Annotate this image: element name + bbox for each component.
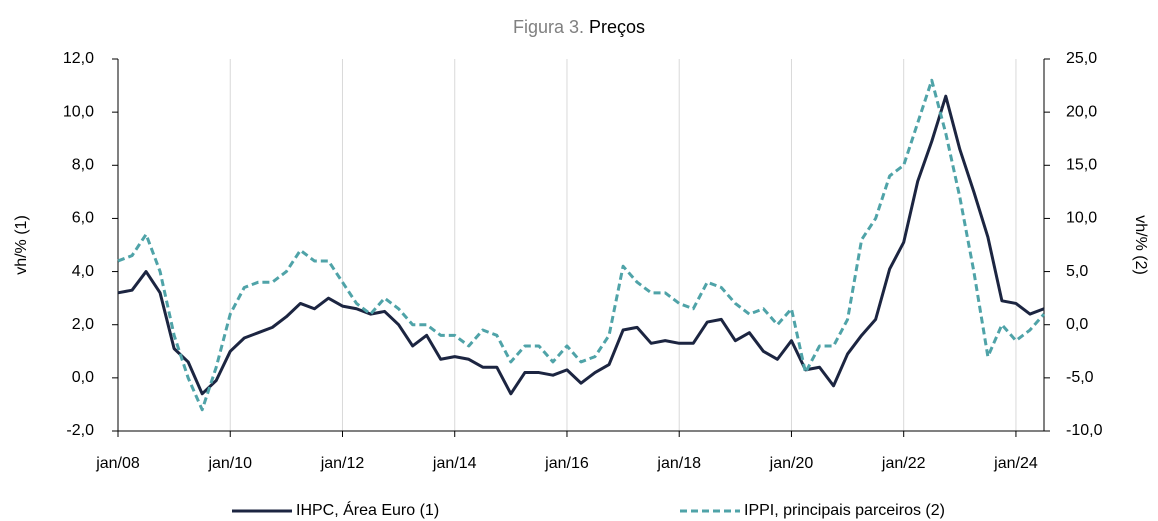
series-line (117, 94, 1045, 396)
legend-label: IPPI, principais parceiros (2) (744, 502, 945, 519)
chart-title-group: Figura 3. Preços (513, 17, 645, 37)
y2-tick-label: -10,0 (1066, 422, 1103, 439)
figure-label: Figura 3. (513, 17, 584, 37)
x-tick-label: jan/18 (656, 455, 701, 472)
x-tick-label: jan/14 (432, 455, 477, 472)
y2-tick-label: 0,0 (1066, 316, 1088, 333)
x-tick-label: jan/22 (881, 455, 926, 472)
legend-label: IHPC, Área Euro (1) (296, 500, 439, 519)
y-tick-label: -2,0 (66, 422, 94, 439)
y2-tick-label: -5,0 (1066, 369, 1094, 386)
y-tick-label: 8,0 (72, 157, 94, 174)
y-tick-label: 12,0 (63, 50, 94, 67)
y2-axis-label: vh/% (2) (1132, 215, 1149, 275)
x-tick-label: jan/08 (95, 455, 140, 472)
y-tick-label: 4,0 (72, 263, 94, 280)
x-tick-label: jan/12 (320, 455, 365, 472)
chart-title: Preços (589, 17, 645, 37)
x-tick-label: jan/16 (544, 455, 589, 472)
y2-tick-label: 15,0 (1066, 157, 1097, 174)
y-tick-label: 6,0 (72, 210, 94, 227)
y-tick-label: 2,0 (72, 316, 94, 333)
y2-tick-label: 25,0 (1066, 50, 1097, 67)
y2-tick-label: 10,0 (1066, 210, 1097, 227)
y-tick-label: 0,0 (72, 369, 94, 386)
x-tick-label: jan/10 (207, 455, 252, 472)
x-tick-label: jan/24 (993, 455, 1038, 472)
y2-tick-label: 20,0 (1066, 103, 1097, 120)
y-axis-label: vh/% (1) (13, 215, 30, 275)
y-tick-label: 10,0 (63, 103, 94, 120)
x-tick-label: jan/20 (769, 455, 814, 472)
y2-tick-label: 5,0 (1066, 263, 1088, 280)
series-line (117, 78, 1046, 412)
